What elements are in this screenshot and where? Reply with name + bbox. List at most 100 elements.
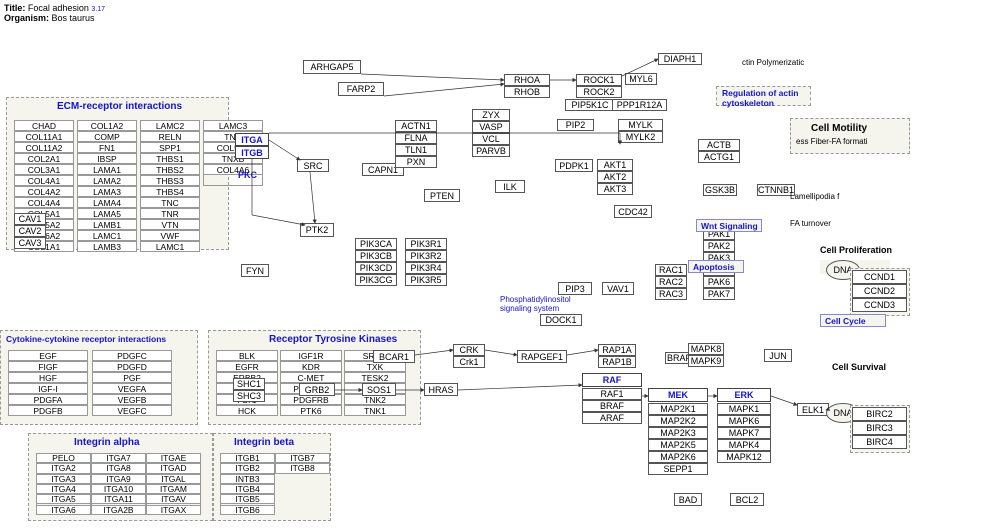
table-cell[interactable]: PDGFD (92, 361, 172, 372)
node-MAP2K5[interactable]: MAP2K5 (648, 439, 708, 451)
table-cell[interactable]: BLK (216, 350, 278, 361)
node-PIK3CG[interactable]: PIK3CG (355, 274, 397, 286)
table-cell[interactable]: PDGFB (8, 405, 88, 416)
table-cell[interactable]: LAMA3 (77, 186, 137, 197)
node-SHC3[interactable]: SHC3 (233, 390, 265, 402)
node-ARHGAP5[interactable]: ARHGAP5 (303, 60, 361, 74)
table-cell[interactable]: ITGA10 (91, 484, 146, 494)
node-PPP1R12A[interactable]: PPP1R12A (612, 99, 667, 111)
table-cell[interactable]: TNK1 (344, 405, 406, 416)
node-HRAS[interactable]: HRAS (424, 383, 458, 396)
table-cell[interactable]: VEGFB (92, 394, 172, 405)
table-cell[interactable]: COL4A2 (14, 186, 74, 197)
table-cell[interactable]: COMP (77, 131, 137, 142)
node-RAP1B[interactable]: RAP1B (598, 356, 636, 368)
node-PAK2[interactable]: PAK2 (703, 240, 735, 252)
node-PIK3R5[interactable]: PIK3R5 (405, 274, 447, 286)
table-cell[interactable]: ITGAL (146, 474, 201, 484)
node-GRB2[interactable]: GRB2 (299, 383, 335, 396)
node-AKT1[interactable]: AKT1 (597, 159, 633, 171)
table-cell[interactable]: LAMA1 (77, 164, 137, 175)
table-cell[interactable]: ITGA2 (36, 463, 91, 473)
table-cell[interactable]: IGF-I (8, 383, 88, 394)
node-MAP2K1[interactable]: MAP2K1 (648, 403, 708, 415)
node-ACTN1[interactable]: ACTN1 (395, 120, 437, 132)
node-CRK[interactable]: CRK (453, 344, 485, 356)
node-PAK7[interactable]: PAK7 (703, 288, 735, 300)
node-FYN[interactable]: FYN (241, 264, 269, 277)
node-PIK3CA[interactable]: PIK3CA (355, 238, 397, 250)
table-cell[interactable]: LAMB1 (77, 219, 137, 230)
table-cell[interactable]: PDGFA (8, 394, 88, 405)
table-cell[interactable]: ITGB5 (220, 494, 275, 504)
node-PIK3CB[interactable]: PIK3CB (355, 250, 397, 262)
node-ROCK1[interactable]: ROCK1 (576, 74, 622, 86)
node-PDPK1[interactable]: PDPK1 (555, 159, 593, 172)
node-AKT3[interactable]: AKT3 (597, 183, 633, 195)
table-cell[interactable]: RELN (140, 131, 200, 142)
table-cell[interactable]: THBS2 (140, 164, 200, 175)
table-cell[interactable]: THBS3 (140, 175, 200, 186)
node-ARAF[interactable]: ARAF (582, 412, 642, 424)
table-cell[interactable]: ITGA8 (91, 463, 146, 473)
node-PIP5K1C[interactable]: PIP5K1C (565, 99, 615, 111)
table-cell[interactable]: ITGAX (146, 505, 201, 515)
node-VAV1[interactable]: VAV1 (602, 282, 634, 295)
node-MAPK9[interactable]: MAPK9 (688, 355, 724, 367)
node-ITGB[interactable]: ITGB (235, 146, 269, 159)
node-PIK3R2[interactable]: PIK3R2 (405, 250, 447, 262)
node-MEK[interactable]: MEK (648, 388, 708, 402)
table-cell[interactable]: ITGAV (146, 494, 201, 504)
table-cell[interactable]: COL2A1 (14, 153, 74, 164)
node-BIRC4[interactable]: BIRC4 (852, 435, 907, 449)
table-cell[interactable]: ITGB1 (220, 453, 275, 463)
table-cell[interactable]: INTB3 (220, 474, 275, 484)
table-cell[interactable]: COL11A2 (14, 142, 74, 153)
table-cell[interactable]: FN1 (77, 142, 137, 153)
table-cell[interactable]: IGF1R (280, 350, 342, 361)
node-PIK3R4[interactable]: PIK3R4 (405, 262, 447, 274)
node-BCAR1[interactable]: BCAR1 (373, 350, 415, 363)
table-cell[interactable]: ITGA7 (91, 453, 146, 463)
node-AKT2[interactable]: AKT2 (597, 171, 633, 183)
table-cell[interactable]: ITGAD (146, 463, 201, 473)
node-PIP3[interactable]: PIP3 (558, 282, 592, 295)
node-CAV1[interactable]: CAV1 (14, 213, 46, 225)
node-BRAF[interactable]: BRAF (582, 400, 642, 412)
table-cell[interactable]: LAMA4 (77, 197, 137, 208)
table-cell[interactable]: LAMC1 (77, 230, 137, 241)
table-cell[interactable]: VEGFA (92, 383, 172, 394)
node-ELK1[interactable]: ELK1 (797, 403, 829, 416)
table-cell[interactable]: ITGB8 (275, 463, 330, 473)
node-JUN[interactable]: JUN (764, 349, 792, 362)
node-MYL6[interactable]: MYL6 (625, 73, 657, 85)
node-CDC42[interactable]: CDC42 (614, 205, 652, 218)
node-MAPK8[interactable]: MAPK8 (688, 343, 724, 355)
node-ACTB[interactable]: ACTB (698, 139, 740, 151)
table-cell[interactable]: ITGAE (146, 453, 201, 463)
table-cell[interactable]: LAMC3 (203, 120, 263, 131)
node-RAC1[interactable]: RAC1 (655, 264, 687, 276)
node-CAV3[interactable]: CAV3 (14, 237, 46, 249)
table-cell[interactable]: TESK2 (344, 372, 406, 383)
table-cell[interactable]: ITGA6 (36, 505, 91, 515)
node-CCND3[interactable]: CCND3 (852, 298, 907, 312)
table-cell[interactable]: COL3A1 (14, 164, 74, 175)
node-PTK2[interactable]: PTK2 (300, 223, 334, 237)
node-ERK[interactable]: ERK (717, 388, 771, 402)
node-PIK3CD[interactable]: PIK3CD (355, 262, 397, 274)
table-cell[interactable]: COL11A1 (14, 131, 74, 142)
node-PTEN[interactable]: PTEN (424, 189, 460, 202)
node-Crk1[interactable]: Crk1 (453, 356, 485, 368)
node-SEPP1[interactable]: SEPP1 (648, 463, 708, 475)
node-MAP2K2[interactable]: MAP2K2 (648, 415, 708, 427)
node-BIRC3[interactable]: BIRC3 (852, 421, 907, 435)
table-cell[interactable]: COL4A4 (14, 197, 74, 208)
node-RAF1[interactable]: RAF1 (582, 388, 642, 400)
node-PIP2[interactable]: PIP2 (557, 119, 594, 131)
node-FLNA[interactable]: FLNA (395, 132, 437, 144)
table-cell[interactable]: THBS4 (140, 186, 200, 197)
node-ROCK2[interactable]: ROCK2 (576, 86, 622, 98)
node-MAP2K3[interactable]: MAP2K3 (648, 427, 708, 439)
table-cell[interactable]: CHAD (14, 120, 74, 131)
